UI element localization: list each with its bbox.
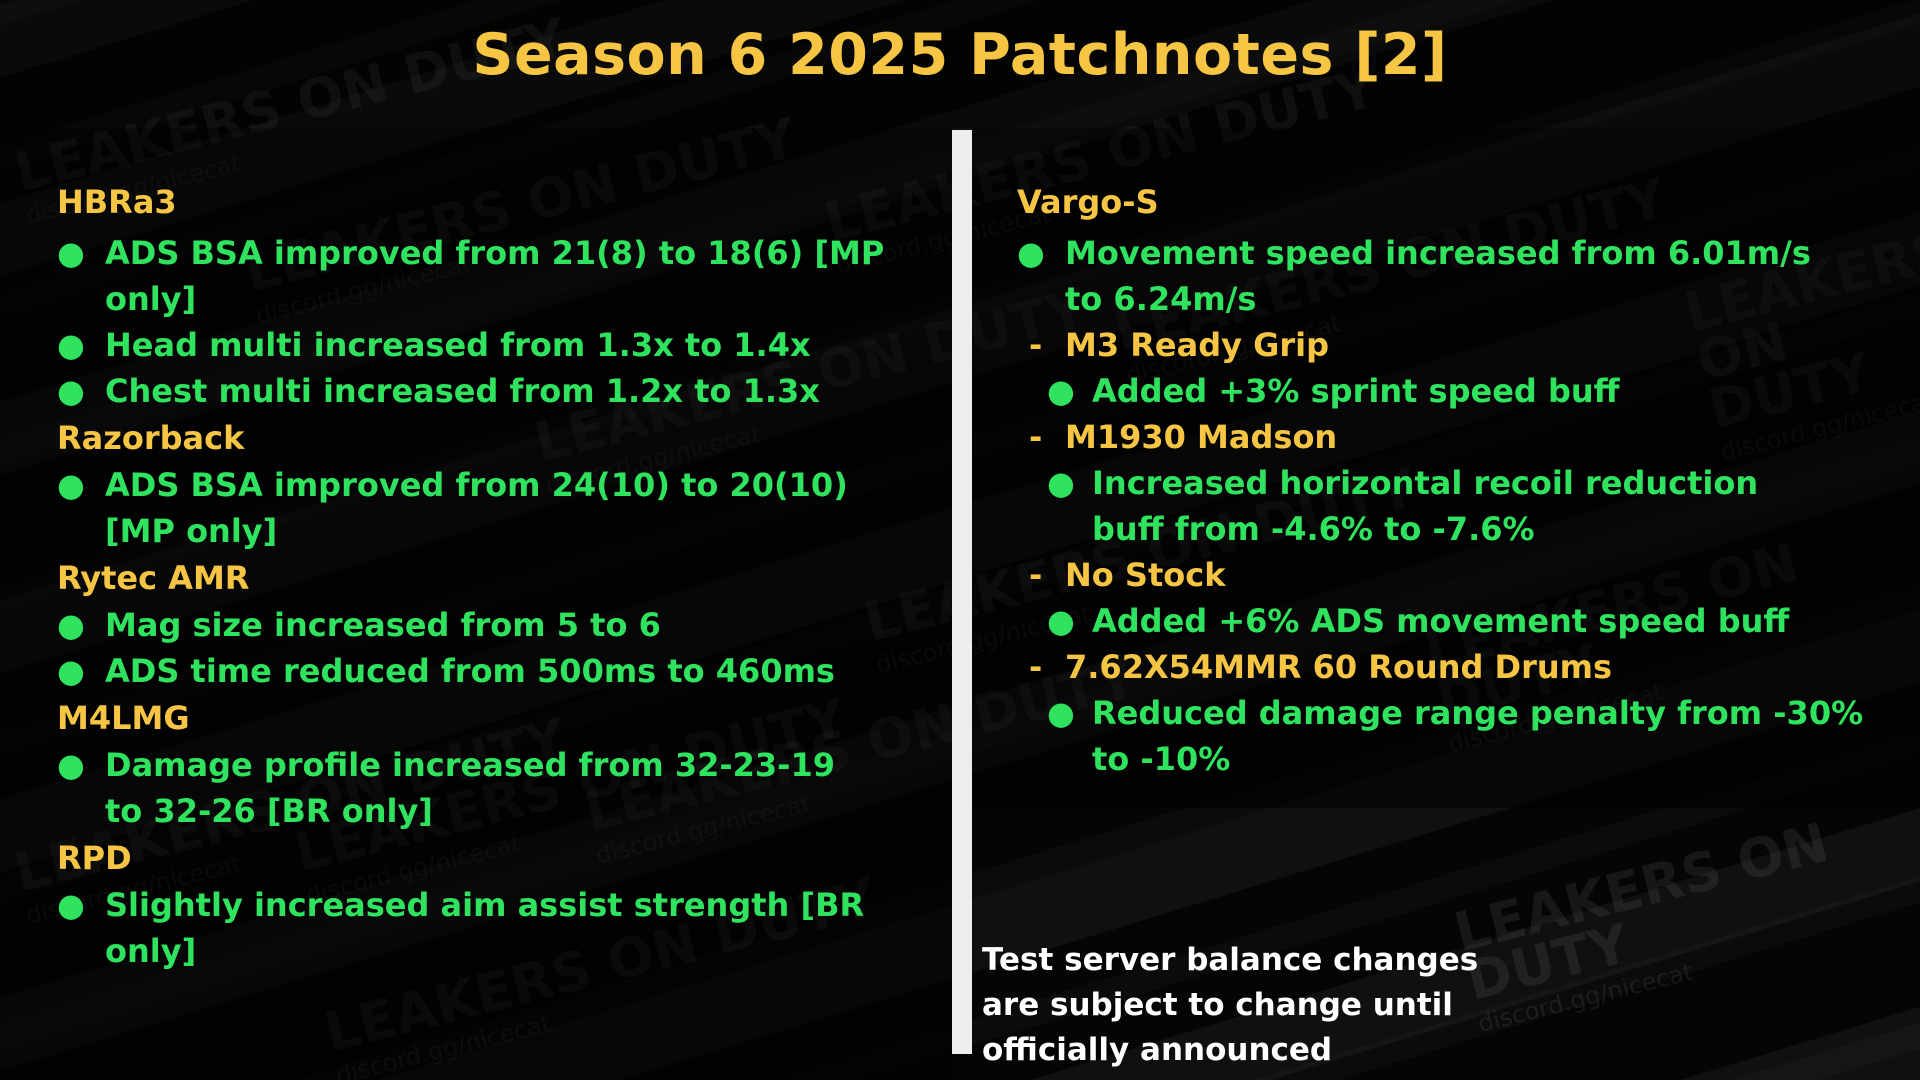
change-text: ADS time reduced from 500ms to 460ms [105, 652, 835, 690]
attachment-item: - M1930 Madson [1017, 414, 1897, 460]
change-item: ● Increased horizontal recoil reduction … [1017, 460, 1817, 552]
bullet-icon: ● [57, 746, 85, 784]
change-item: ● ADS BSA improved from 24(10) to 20(10)… [57, 462, 917, 554]
change-item: ● Head multi increased from 1.3x to 1.4x [57, 322, 937, 368]
change-text: Head multi increased from 1.3x to 1.4x [105, 326, 811, 364]
left-column: HBRa3 ● ADS BSA improved from 21(8) to 1… [57, 178, 937, 974]
change-item: ● Added +6% ADS movement speed buff [1017, 598, 1897, 644]
change-item: ● Chest multi increased from 1.2x to 1.3… [57, 368, 937, 414]
weapon-name: HBRa3 [57, 183, 177, 221]
bullet-icon: ● [57, 326, 85, 364]
bullet-icon: ● [57, 466, 85, 504]
bullet-icon: ● [57, 652, 85, 690]
dash-icon: - [1029, 648, 1043, 686]
bullet-icon: ● [1047, 694, 1075, 732]
dash-icon: - [1029, 556, 1043, 594]
bullet-icon: ● [1047, 372, 1075, 410]
attachment-name: M3 Ready Grip [1065, 326, 1330, 364]
attachment-name: 7.62X54MMR 60 Round Drums [1065, 648, 1613, 686]
attachment-item: - 7.62X54MMR 60 Round Drums [1017, 644, 1897, 690]
column-divider [952, 130, 972, 1054]
change-text: Increased horizontal recoil reduction bu… [1092, 464, 1759, 548]
dash-icon: - [1029, 418, 1043, 456]
change-text: Movement speed increased from 6.01m/s to… [1065, 234, 1811, 318]
change-item: ● Movement speed increased from 6.01m/s … [1017, 230, 1847, 322]
change-text: ADS BSA improved from 24(10) to 20(10) [… [105, 466, 848, 550]
left-panel [0, 128, 952, 1080]
disclaimer-text: Test server balance changes are subject … [982, 942, 1479, 1068]
bullet-icon: ● [57, 886, 85, 924]
change-item: ● ADS BSA improved from 21(8) to 18(6) [… [57, 230, 937, 322]
attachment-name: M1930 Madson [1065, 418, 1338, 456]
change-item: ● Reduced damage range penalty from -30%… [1017, 690, 1877, 782]
page-title: Season 6 2025 Patchnotes [2] [472, 22, 1448, 88]
change-text: Damage profile increased from 32-23-19 t… [105, 746, 835, 830]
change-item: ● Mag size increased from 5 to 6 [57, 602, 937, 648]
change-item: ● Added +3% sprint speed buff [1017, 368, 1897, 414]
weapon-name: Razorback [57, 419, 245, 457]
change-item: ● Damage profile increased from 32-23-19… [57, 742, 877, 834]
bullet-icon: ● [57, 606, 85, 644]
right-panel [972, 128, 1920, 808]
change-text: Added +6% ADS movement speed buff [1092, 602, 1790, 640]
bullet-icon: ● [57, 372, 85, 410]
change-text: ADS BSA improved from 21(8) to 18(6) [MP… [105, 234, 885, 318]
weapon-name: M4LMG [57, 699, 190, 737]
bullet-icon: ● [1047, 464, 1075, 502]
attachment-item: - No Stock [1017, 552, 1897, 598]
change-text: Slightly increased aim assist strength [… [105, 886, 865, 970]
change-text: Added +3% sprint speed buff [1092, 372, 1620, 410]
bullet-icon: ● [1047, 602, 1075, 640]
weapon-name: RPD [57, 839, 132, 877]
header-band [0, 0, 1920, 128]
change-text: Reduced damage range penalty from -30% t… [1092, 694, 1864, 778]
change-text: Chest multi increased from 1.2x to 1.3x [105, 372, 820, 410]
attachment-name: No Stock [1065, 556, 1226, 594]
change-item: ● ADS time reduced from 500ms to 460ms [57, 648, 937, 694]
change-item: ● Slightly increased aim assist strength… [57, 882, 877, 974]
right-column: Vargo-S ● Movement speed increased from … [1017, 178, 1897, 782]
attachment-item: - M3 Ready Grip [1017, 322, 1897, 368]
change-text: Mag size increased from 5 to 6 [105, 606, 661, 644]
weapon-name: Vargo-S [1017, 183, 1159, 221]
dash-icon: - [1029, 326, 1043, 364]
bullet-icon: ● [1017, 234, 1045, 272]
bullet-icon: ● [57, 234, 85, 272]
weapon-name: Rytec AMR [57, 559, 250, 597]
